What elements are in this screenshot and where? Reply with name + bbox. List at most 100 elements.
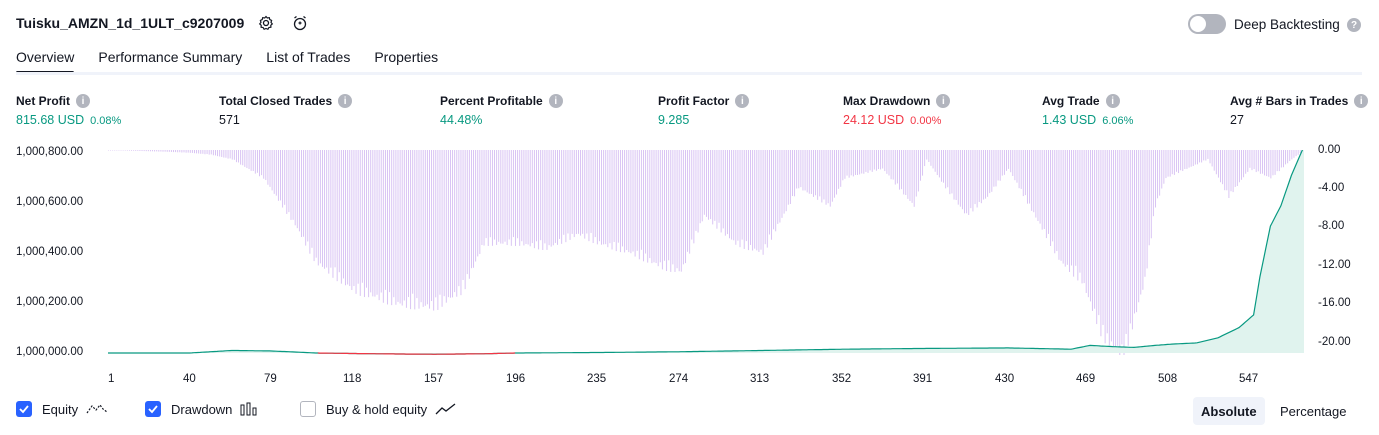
drawdown-bar <box>716 150 718 229</box>
tab-performance-summary[interactable]: Performance Summary <box>98 49 243 65</box>
drawdown-bar <box>1060 150 1062 261</box>
drawdown-bar <box>724 150 726 236</box>
drawdown-bar <box>987 150 989 197</box>
drawdown-bar <box>1048 150 1049 234</box>
drawdown-bar <box>1102 150 1104 325</box>
left-axis-label: 1,000,200.00 <box>16 296 84 308</box>
drawdown-bar <box>464 150 466 290</box>
info-icon[interactable]: i <box>548 94 563 108</box>
drawdown-bar <box>806 150 808 193</box>
drawdown-bar <box>1211 150 1213 167</box>
drawdown-bar <box>1171 150 1173 175</box>
legend-equity[interactable]: Equity <box>16 401 108 417</box>
drawdown-bar <box>813 150 814 197</box>
drawdown-bar <box>191 150 193 153</box>
drawdown-bar <box>1184 150 1186 169</box>
drawdown-bar <box>978 150 980 202</box>
tab-properties[interactable]: Properties <box>374 49 439 65</box>
drawdown-bar <box>787 150 789 205</box>
info-icon[interactable]: i <box>76 94 90 108</box>
drawdown-bar <box>471 150 472 269</box>
deep-backtesting-help-icon[interactable]: ? <box>1347 18 1361 32</box>
info-icon[interactable]: i <box>936 94 951 108</box>
drawdown-bar <box>1148 150 1150 246</box>
drawdown-bar <box>733 150 735 241</box>
drawdown-bar <box>1012 150 1014 176</box>
metric-label: Max Drawdown <box>843 94 931 108</box>
drawdown-bar <box>112 150 114 151</box>
legend-buy-hold[interactable]: Buy & hold equity <box>300 401 457 417</box>
drawdown-bar <box>596 150 598 245</box>
info-icon[interactable]: i <box>1354 94 1369 108</box>
metric-value: 9.285 <box>658 113 690 127</box>
x-axis-label: 508 <box>1158 373 1178 385</box>
drawdown-bar <box>1274 150 1276 175</box>
drawdown-bar <box>313 150 315 262</box>
drawdown-bar <box>1276 150 1278 172</box>
drawdown-bar <box>833 150 835 198</box>
drawdown-bar <box>1106 150 1108 334</box>
drawdown-bar <box>875 150 877 171</box>
drawdown-bar <box>1291 150 1293 160</box>
drawdown-bar <box>808 150 810 194</box>
drawdown-bar <box>202 150 204 154</box>
info-icon[interactable]: i <box>338 94 353 108</box>
drawdown-bar <box>695 150 697 231</box>
absolute-button[interactable]: Absolute <box>1193 397 1265 425</box>
right-axis-label: -16.00 <box>1318 297 1351 309</box>
drawdown-bar <box>957 150 959 205</box>
drawdown-bar <box>343 150 344 279</box>
drawdown-bar <box>1289 150 1291 162</box>
buy-hold-checkbox[interactable] <box>300 401 316 417</box>
metric-percent: 0.00% <box>910 115 942 127</box>
metric-value: 24.12 USD <box>843 113 905 127</box>
drawdown-checkbox[interactable] <box>145 401 161 417</box>
drawdown-bar <box>475 150 477 262</box>
drawdown-bar <box>796 150 798 189</box>
drawdown-bar <box>1234 150 1236 187</box>
drawdown-bar <box>263 150 265 179</box>
drawdown-bar <box>955 150 957 201</box>
metric-max-drawdown: Max Drawdown i 24.12 USD 0.00% <box>843 94 951 127</box>
drawdown-bar <box>485 150 487 239</box>
drawdown-bar <box>670 150 672 272</box>
drawdown-bar <box>1136 150 1138 313</box>
drawdown-bar <box>473 150 474 268</box>
drawdown-bar <box>1217 150 1219 178</box>
drawdown-bar <box>1129 150 1131 324</box>
drawdown-bar <box>399 150 401 304</box>
drawdown-bar <box>552 150 554 246</box>
tab-list-of-trades[interactable]: List of Trades <box>266 49 351 65</box>
drawdown-bar <box>720 150 722 233</box>
drawdown-bar <box>561 150 563 244</box>
drawdown-bar <box>238 150 239 163</box>
drawdown-bar <box>422 150 424 307</box>
drawdown-bar <box>915 150 917 197</box>
info-icon[interactable]: i <box>735 94 750 108</box>
drawdown-bar <box>980 150 982 204</box>
info-icon[interactable]: i <box>1105 94 1120 108</box>
drawdown-bar <box>605 150 607 245</box>
drawdown-bar <box>235 150 237 163</box>
drawdown-bar <box>122 150 124 151</box>
drawdown-bar <box>1205 150 1207 161</box>
drawdown-bar <box>275 150 277 196</box>
deep-backtesting-toggle[interactable] <box>1188 14 1226 34</box>
equity-checkbox[interactable] <box>16 401 32 417</box>
legend-drawdown[interactable]: Drawdown <box>145 401 260 417</box>
drawdown-bar <box>1140 150 1142 295</box>
drawdown-bar <box>1094 150 1096 309</box>
drawdown-bar <box>447 150 449 298</box>
drawdown-bar <box>582 150 584 234</box>
drawdown-bar <box>613 150 615 242</box>
drawdown-bar <box>741 150 743 240</box>
drawdown-bar <box>1016 150 1018 183</box>
equity-drawdown-chart[interactable] <box>108 150 1304 355</box>
add-alert-icon[interactable] <box>290 13 310 33</box>
drawdown-bar <box>693 150 695 244</box>
drawdown-bar <box>305 150 307 246</box>
drawdown-bar <box>653 150 655 263</box>
drawdown-bar <box>292 150 294 220</box>
settings-gear-icon[interactable] <box>256 13 276 33</box>
percentage-button[interactable]: Percentage <box>1280 403 1347 419</box>
